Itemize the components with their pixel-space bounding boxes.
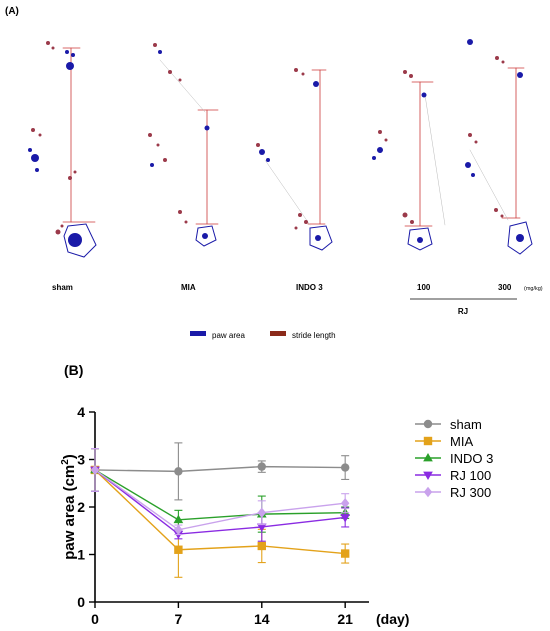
group-label-indo3: INDO 3 [296,283,323,292]
series-line-rj-100 [94,469,346,535]
x-tick-label: 14 [254,611,270,627]
group-label-sham: sham [52,283,73,292]
legend-item-sham: sham [415,417,482,432]
x-tick-label: 21 [337,611,353,627]
legend-marker-mia [423,436,433,446]
legend-swatch-stride-length [270,331,286,336]
data-point-mia [257,541,266,551]
data-point-sham [174,467,183,476]
series-line-indo-3 [94,469,346,521]
x-tick-label: 0 [91,611,99,627]
series-line-mia [94,469,346,555]
legend-item-mia: MIA [415,434,473,449]
data-point-mia [340,549,350,558]
series-group [90,442,351,578]
data-point-indo-3 [173,514,184,524]
chart-legend: sham MIA INDO 3 RJ 100 RJ 300 [415,417,493,500]
series-line-rj-300 [94,469,346,531]
legend-marker-indo-3 [423,452,433,462]
legend-item-indo-3: INDO 3 [415,451,493,466]
series-indo-3 [90,448,351,533]
group-label-mia: MIA [181,283,196,292]
panel-a-label: (A) [5,6,19,17]
legend-marker-sham [423,419,433,429]
series-line-sham [94,465,346,473]
group-label-rj100: 100 [417,283,431,292]
panel-a-footprints: (A) [5,6,543,340]
legend-label-rj-300: RJ 300 [450,485,491,500]
data-point-rj-300 [257,507,266,518]
paw-area-line-chart: (B) 0 1 2 3 4 0 7 14 21 (day) paw area (cm2) sham M… [60,362,493,627]
rj-group-label: RJ [458,307,468,316]
legend-item-rj-100: RJ 100 [415,468,491,483]
axes: 0 1 2 3 4 0 7 14 21 (day) paw area (cm2) [60,404,409,627]
data-point-mia [174,545,183,554]
panel-a-legend: paw area stride length [190,331,336,340]
y-tick-label: 4 [77,404,85,420]
x-tick-label: 7 [174,611,182,627]
data-point-sham [257,462,266,471]
data-point-sham [340,463,350,472]
x-axis-label: (day) [376,611,409,627]
group-labels: sham MIA INDO 3 100 300 (mg/kg) [52,283,543,292]
data-point-rj-100 [256,523,267,532]
legend-label-sham: sham [450,417,482,432]
legend-label-mia: MIA [450,434,473,449]
legend-label-paw-area: paw area [212,331,245,340]
data-point-rj-300 [90,464,100,476]
y-tick-label: 2 [77,499,85,515]
data-point-rj-300 [340,497,350,509]
data-point-rj-100 [340,514,351,523]
y-tick-label: 1 [77,547,85,563]
legend-marker-rj-300 [423,486,433,498]
panel-b-label: (B) [64,362,83,378]
series-rj-300 [90,448,350,536]
data-point-rj-300 [174,524,183,536]
legend-label-stride-length: stride length [292,331,336,340]
y-axis-label: paw area (cm2) [60,454,78,560]
unit-note: (mg/kg) [524,286,543,292]
legend-item-rj-300: RJ 300 [415,485,491,500]
legend-marker-rj-100 [423,471,433,481]
footprint-illustration [28,39,533,258]
legend-swatch-paw-area [190,331,206,336]
legend-label-indo-3: INDO 3 [450,451,493,466]
legend-label-rj-100: RJ 100 [450,468,491,483]
y-tick-label: 0 [77,594,85,610]
group-label-rj300: 300 [498,283,512,292]
y-tick-label: 3 [77,452,85,468]
